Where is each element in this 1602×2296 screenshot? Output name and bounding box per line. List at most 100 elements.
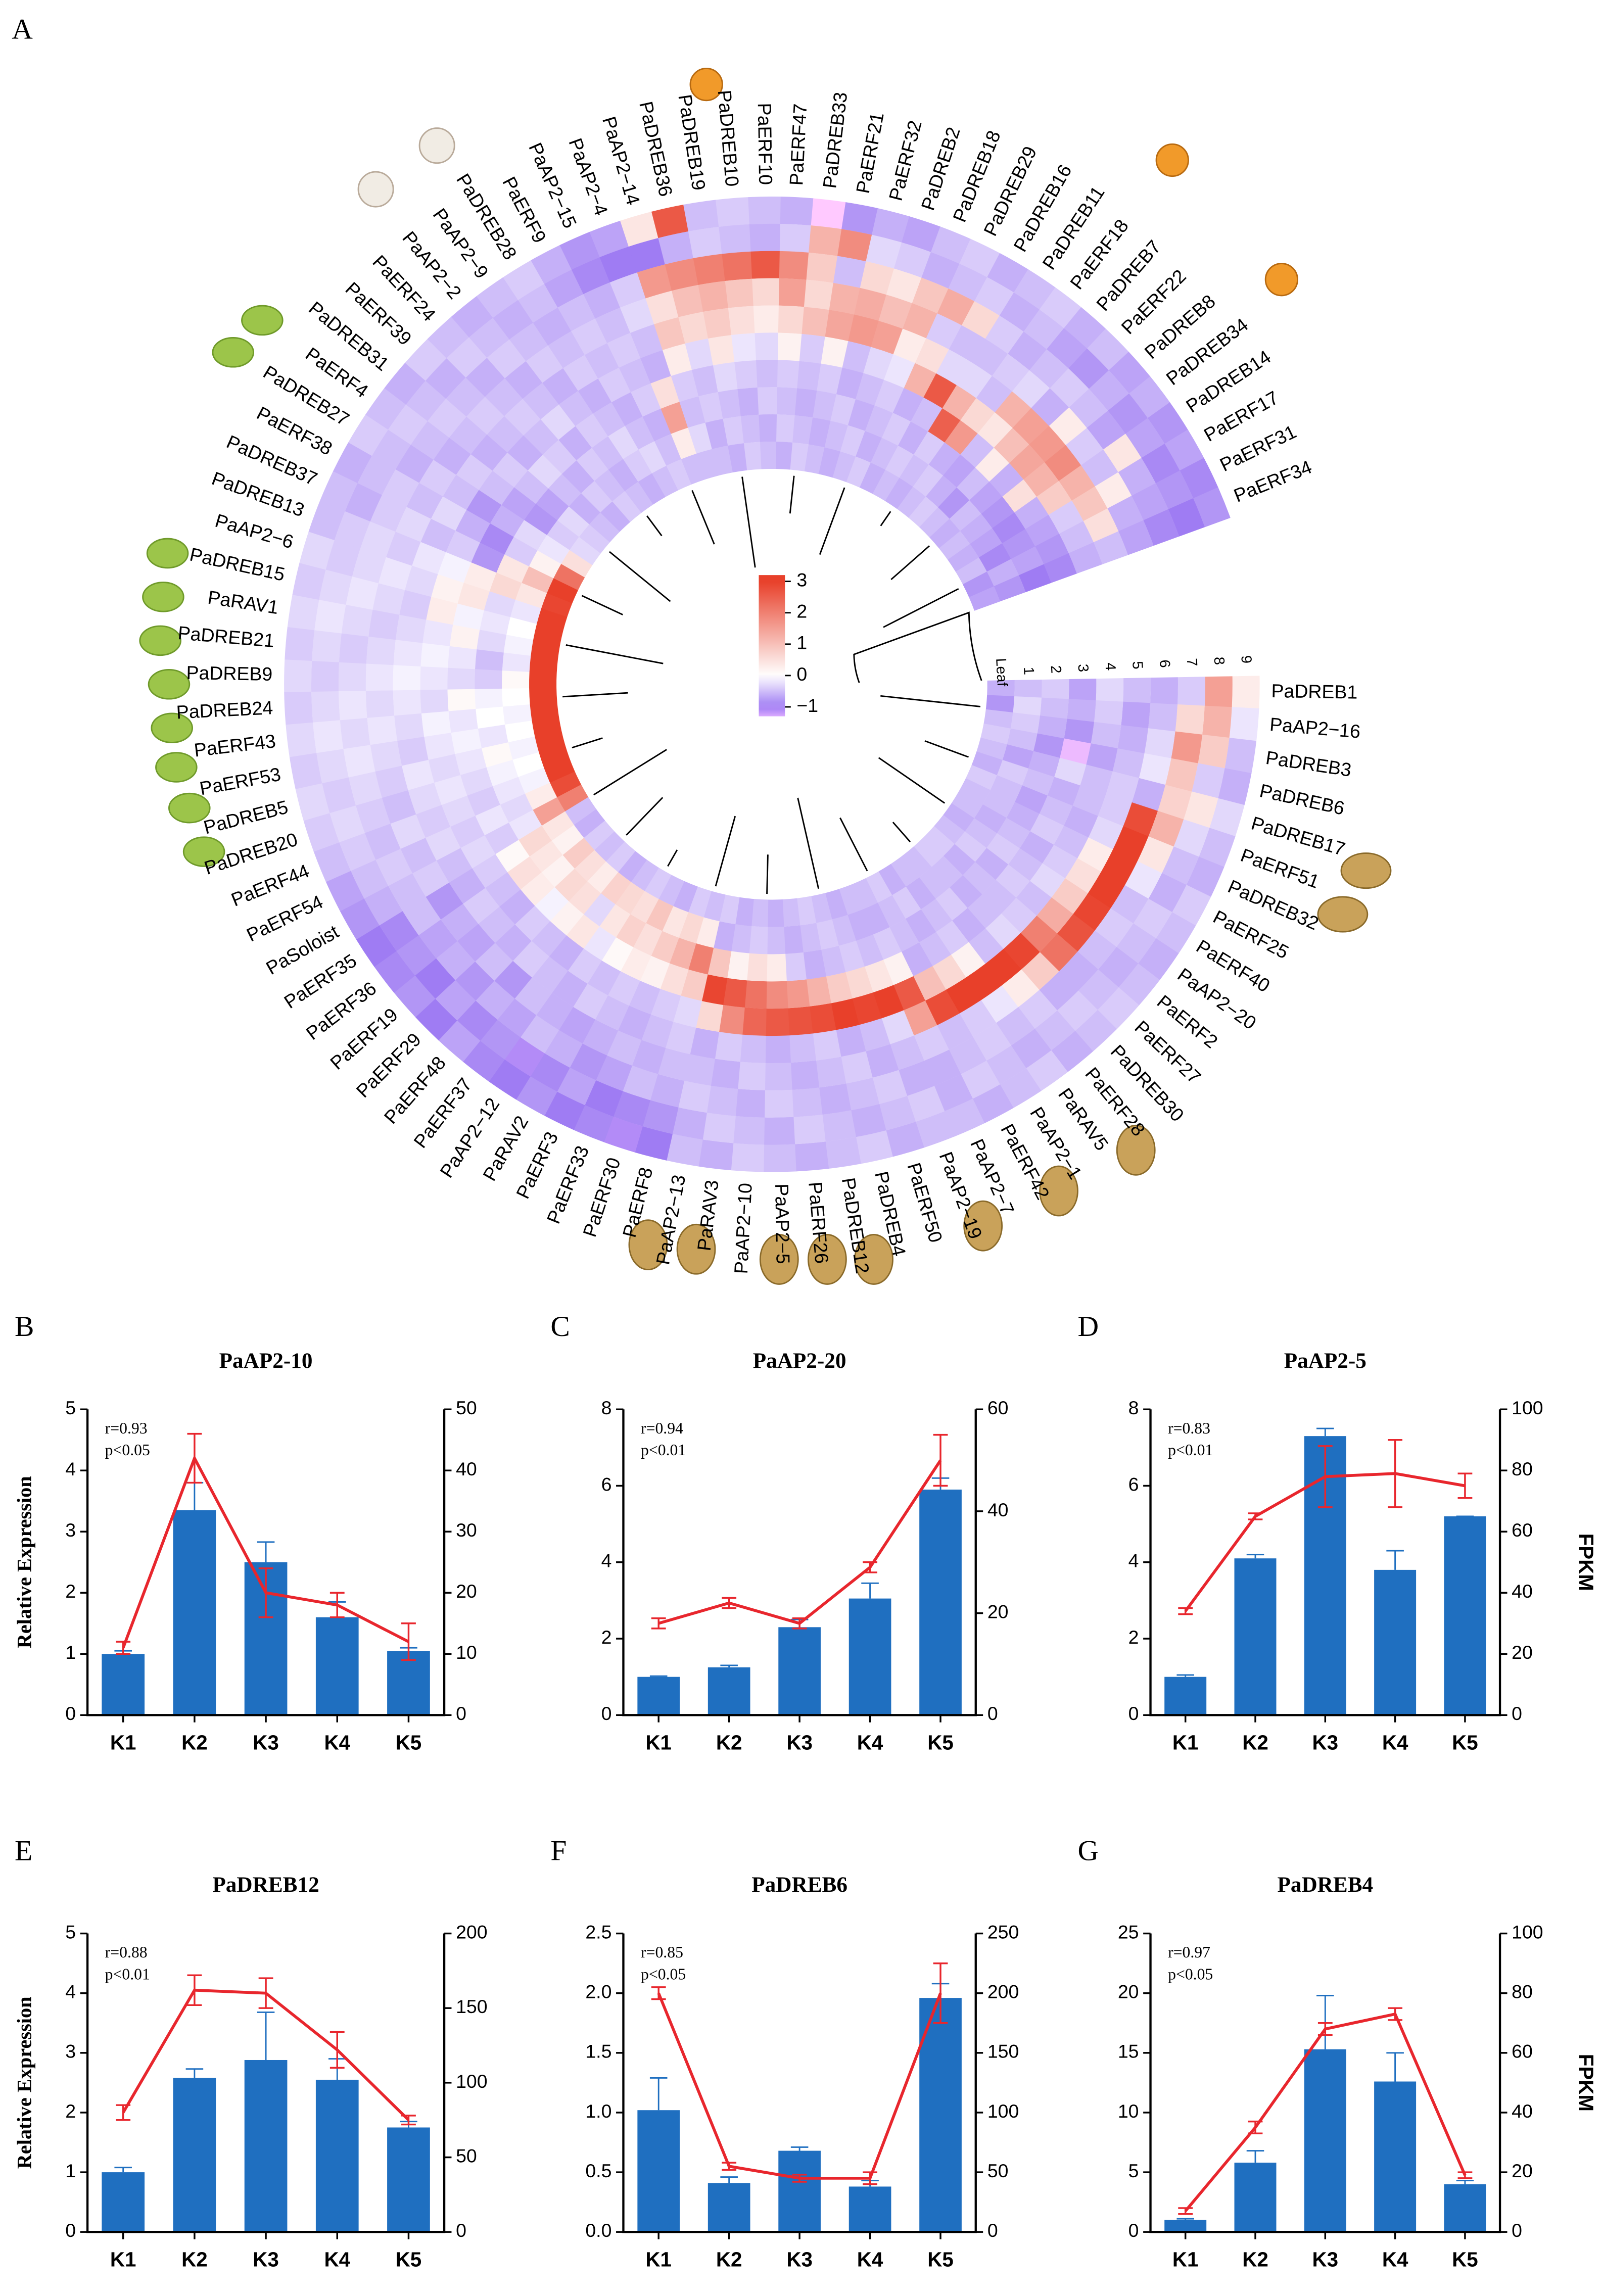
heatmap-cell: [749, 926, 768, 954]
heatmap-cell: [885, 477, 913, 509]
heatmap-cell: [685, 338, 714, 370]
heatmap-cell: [902, 846, 932, 878]
heatmap-cell: [650, 1074, 685, 1108]
heatmap-cell: [466, 396, 505, 435]
heatmap-cell: [1141, 444, 1180, 484]
dendrogram: [562, 692, 628, 698]
gene-label: PaERF43: [193, 730, 277, 761]
heatmap-cell: [418, 919, 458, 959]
heatmap-cell: [484, 822, 519, 854]
heatmap-cell: [592, 436, 624, 470]
heatmap-cell: [830, 394, 856, 425]
colorbar-tick-label: 1: [796, 632, 807, 653]
y-tick-label: 1.0: [585, 2100, 611, 2122]
heatmap-cell: [995, 391, 1031, 428]
heatmap-cell: [603, 1116, 643, 1153]
heatmap-cell: [794, 1141, 829, 1172]
y-tick-label: 20: [1118, 1981, 1139, 2002]
heatmap-cell: [809, 1003, 836, 1034]
heatmap-cell: [608, 459, 639, 492]
bar: [1444, 1516, 1486, 1715]
heatmap-cell: [1183, 791, 1218, 829]
line-error-bar: [1388, 2007, 1403, 2021]
colorbar-tick-label: 3: [796, 569, 807, 590]
heatmap-cell: [698, 1139, 734, 1171]
y2-tick-label: 80: [1512, 1458, 1533, 1479]
x-tick-label: K5: [927, 2248, 954, 2271]
heatmap-cell: [558, 391, 594, 426]
y2-tick-label: 40: [1512, 1581, 1533, 1602]
heatmap-cell: [949, 325, 986, 362]
heatmap-cell: [1168, 498, 1205, 537]
heatmap-cell: [532, 716, 562, 737]
dendrogram: [766, 854, 769, 894]
heatmap-cell: [788, 1006, 813, 1036]
heatmap-cell: [477, 629, 507, 653]
heatmap-cell: [1199, 828, 1236, 868]
track-label: 6: [1156, 659, 1173, 668]
error-bar: [1176, 1674, 1194, 1677]
heatmap-cell: [386, 531, 421, 566]
heatmap-cell: [487, 339, 527, 378]
heatmap-cell: [841, 202, 878, 235]
heatmap-cell: [859, 462, 886, 494]
heatmap-cell: [650, 988, 681, 1022]
heatmap-cell: [630, 324, 663, 359]
heatmap-cell: [936, 1013, 973, 1050]
y2-tick-label: 50: [987, 2160, 1009, 2181]
heatmap-cell: [658, 231, 694, 265]
line-error-bar: [722, 1597, 737, 1609]
heatmap-cell: [428, 753, 461, 783]
x-tick-label: K4: [324, 1731, 350, 1754]
heatmap-cell: [981, 880, 1016, 914]
heatmap-cell: [715, 197, 750, 227]
heatmap-cell: [1025, 514, 1060, 547]
heatmap-cell: [348, 414, 389, 456]
heatmap-cell: [735, 1088, 765, 1118]
heatmap-cell: [550, 901, 584, 936]
bar: [1234, 2163, 1277, 2232]
y2-tick-label: 100: [1512, 1397, 1543, 1418]
x-tick-label: K4: [1382, 1731, 1408, 1754]
dendrogram: [883, 588, 959, 628]
heatmap-cell: [449, 624, 480, 650]
heatmap-cell: [943, 803, 974, 832]
heatmap-cell: [284, 691, 313, 725]
heatmap-cell: [705, 418, 728, 449]
heatmap-cell: [441, 795, 476, 827]
heatmap-cell: [528, 454, 562, 489]
heatmap-cell: [1014, 497, 1049, 530]
annotation: p<0.01: [105, 1965, 150, 1983]
heatmap-cell: [544, 758, 575, 783]
line-error-bar: [1457, 2171, 1473, 2179]
heatmap-cell: [609, 272, 646, 308]
heatmap-cell: [987, 680, 1015, 697]
gene-label: PaDREB24: [176, 697, 273, 723]
heatmap-cell: [594, 469, 625, 502]
heatmap-cell: [944, 420, 978, 455]
heatmap-cell: [994, 575, 1026, 602]
heatmap-cell: [500, 793, 533, 823]
chart-title: PaAP2-20: [753, 1349, 846, 1373]
heatmap-cell: [584, 1080, 623, 1117]
heatmap-cell: [789, 1033, 816, 1063]
heatmap-cell: [544, 269, 584, 308]
axes: [622, 1933, 977, 2233]
y-tick-label: 8: [1128, 1397, 1139, 1418]
heatmap-cell: [568, 948, 602, 984]
heatmap-cell: [537, 608, 568, 631]
heatmap-cell: [402, 759, 435, 791]
heatmap-cell: [1049, 407, 1087, 446]
y2-tick-label: 200: [456, 1921, 487, 1942]
heatmap-cell: [438, 1020, 481, 1062]
gene-label: PaERF21: [852, 111, 888, 195]
heatmap-cell: [1218, 768, 1252, 805]
heatmap-cell: [406, 483, 443, 519]
heatmap-cell: [308, 500, 346, 541]
heatmap-cell: [977, 412, 1013, 448]
y2-tick-label: 0: [987, 1703, 998, 1724]
heatmap-cell: [824, 420, 849, 452]
heatmap-cell: [638, 473, 666, 505]
heatmap-cell: [723, 978, 747, 1008]
heatmap-cell: [414, 958, 456, 999]
